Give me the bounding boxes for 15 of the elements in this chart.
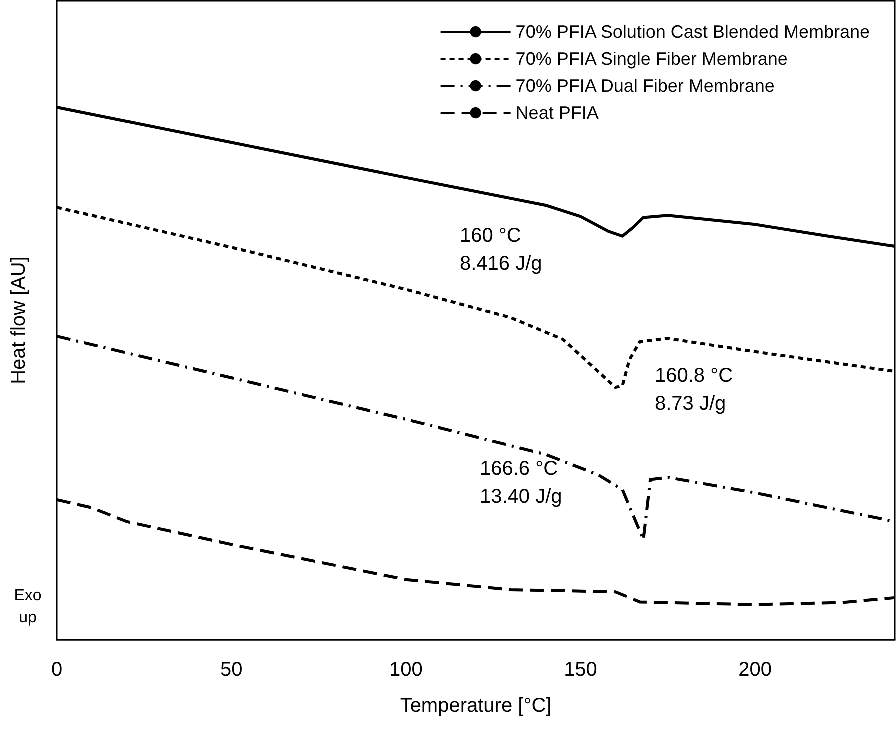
x-tick-label: 50 — [220, 659, 243, 681]
annotation: 166.6 °C 13.40 J/g — [480, 458, 562, 508]
text: Exo up — [14, 588, 42, 626]
legend-label: 70% PFIA Single Fiber Membrane — [516, 49, 788, 69]
y-axis-title: Heat flow [AU] — [8, 256, 30, 384]
legend-label: 70% PFIA Dual Fiber Membrane — [516, 76, 775, 96]
x-tick-label: 200 — [738, 659, 772, 681]
annotation: 160 °C 8.416 J/g — [460, 225, 542, 275]
legend-label: 70% PFIA Solution Cast Blended Membrane — [516, 22, 870, 42]
annotation: 160.8 °C 8.73 J/g — [655, 365, 734, 415]
x-tick-label: 150 — [564, 659, 598, 681]
x-tick-label: 100 — [389, 659, 423, 681]
x-tick-label: 0 — [51, 659, 63, 681]
legend-label: Neat PFIA — [516, 103, 599, 123]
x-axis-title: Temperature [°C] — [400, 695, 552, 717]
